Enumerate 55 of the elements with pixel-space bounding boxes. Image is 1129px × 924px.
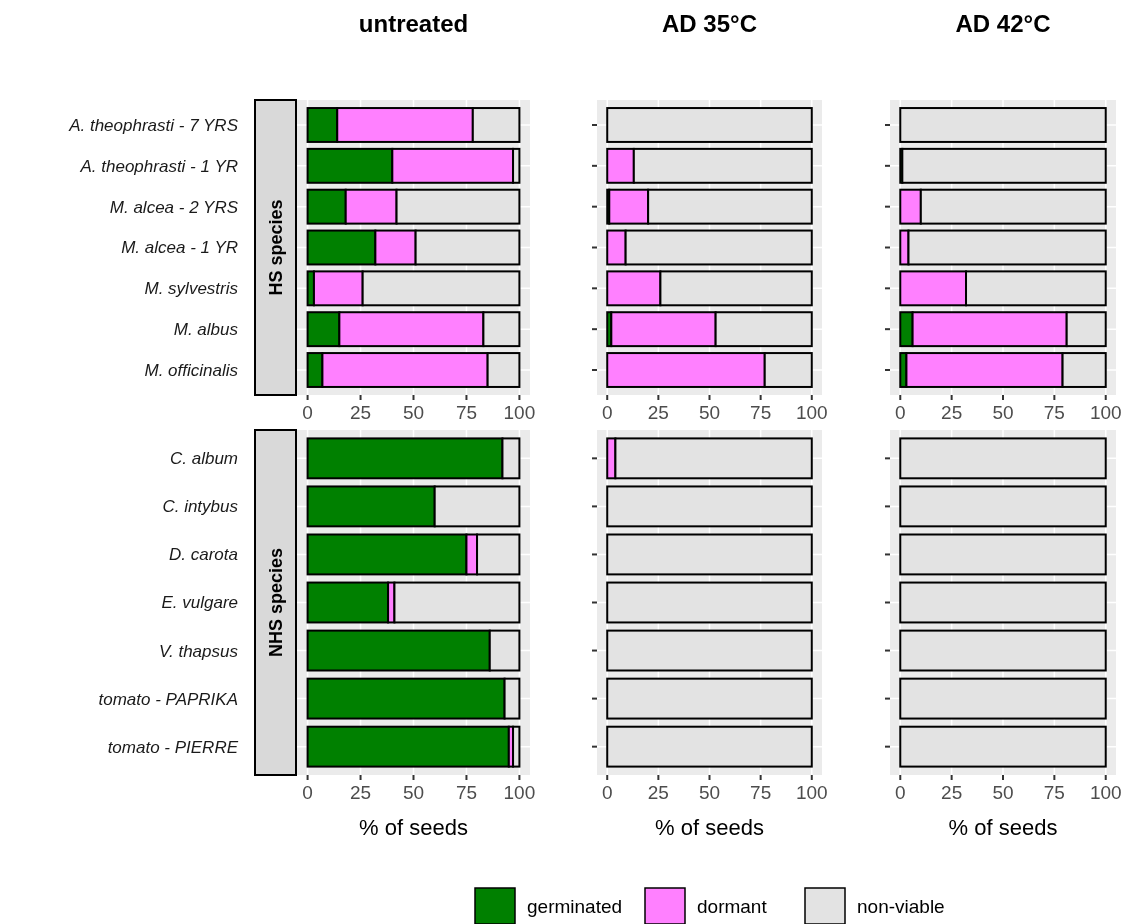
chart-title: AD 35°C <box>662 10 757 37</box>
x-tick-label: 100 <box>1089 402 1122 423</box>
x-tick-label: 100 <box>795 782 828 803</box>
x-axis-title: % of seeds <box>948 815 1058 840</box>
legend-label: dormant <box>697 895 768 917</box>
x-tick-label: 0 <box>601 782 613 803</box>
x-tick-label: 75 <box>1043 402 1065 423</box>
y-tick-label: C. album <box>169 449 238 469</box>
y-tick-label: A. theophrasti - 7 YRS <box>68 115 239 135</box>
y-tick-label: M. albus <box>173 320 239 340</box>
legend-label: germinated <box>527 895 623 917</box>
x-axis-title: % of seeds <box>655 815 764 840</box>
x-tick-label: 75 <box>750 402 772 423</box>
y-tick-label: tomato - PIERRE <box>107 737 239 757</box>
chart-title: untreated <box>358 10 469 37</box>
x-tick-label: 75 <box>455 402 478 423</box>
x-tick-label: 50 <box>402 402 425 423</box>
x-tick-label: 25 <box>941 402 963 423</box>
x-tick-label: 100 <box>503 402 536 423</box>
x-tick-label: 75 <box>750 782 772 803</box>
y-tick-label: E. vulgare <box>161 593 238 613</box>
x-tick-label: 0 <box>894 782 906 803</box>
x-tick-label: 50 <box>698 402 721 423</box>
x-tick-label: 100 <box>795 402 828 423</box>
x-tick-label: 50 <box>402 782 425 803</box>
chart-title: AD 42°C <box>955 10 1051 37</box>
x-tick-label: 25 <box>349 782 372 803</box>
x-tick-label: 25 <box>941 782 963 803</box>
x-tick-label: 50 <box>992 782 1014 803</box>
y-tick-label: M. alcea - 2 YRS <box>109 197 239 217</box>
x-tick-label: 50 <box>698 782 721 803</box>
x-tick-label: 100 <box>1089 782 1122 803</box>
y-tick-label: V. thapsus <box>158 641 239 661</box>
x-axis-title: % of seeds <box>359 815 468 840</box>
x-tick-label: 75 <box>455 782 478 803</box>
y-axis-title: NHS species <box>266 547 286 658</box>
x-tick-label: 100 <box>503 782 536 803</box>
legend-label: non-viable <box>857 895 945 917</box>
y-tick-label: M. sylvestris <box>144 279 239 299</box>
x-tick-label: 75 <box>1043 782 1065 803</box>
x-tick-label: 25 <box>349 402 372 423</box>
x-tick-label: 25 <box>647 782 669 803</box>
y-tick-label: M. officinalis <box>144 360 239 380</box>
y-axis-title: HS species <box>266 199 286 296</box>
y-tick-label: A. theophrasti - 1 YR <box>79 156 238 176</box>
x-tick-label: 0 <box>302 782 313 803</box>
x-tick-label: 0 <box>894 402 906 423</box>
y-tick-label: tomato - PAPRIKA <box>98 689 238 709</box>
y-tick-label: M. alcea - 1 YR <box>121 238 238 258</box>
x-tick-label: 0 <box>302 402 313 423</box>
x-tick-label: 50 <box>992 402 1014 423</box>
y-tick-label: D. carota <box>169 545 238 565</box>
x-tick-label: 0 <box>601 402 613 423</box>
y-tick-label: C. intybus <box>162 497 239 517</box>
x-tick-label: 25 <box>647 402 669 423</box>
